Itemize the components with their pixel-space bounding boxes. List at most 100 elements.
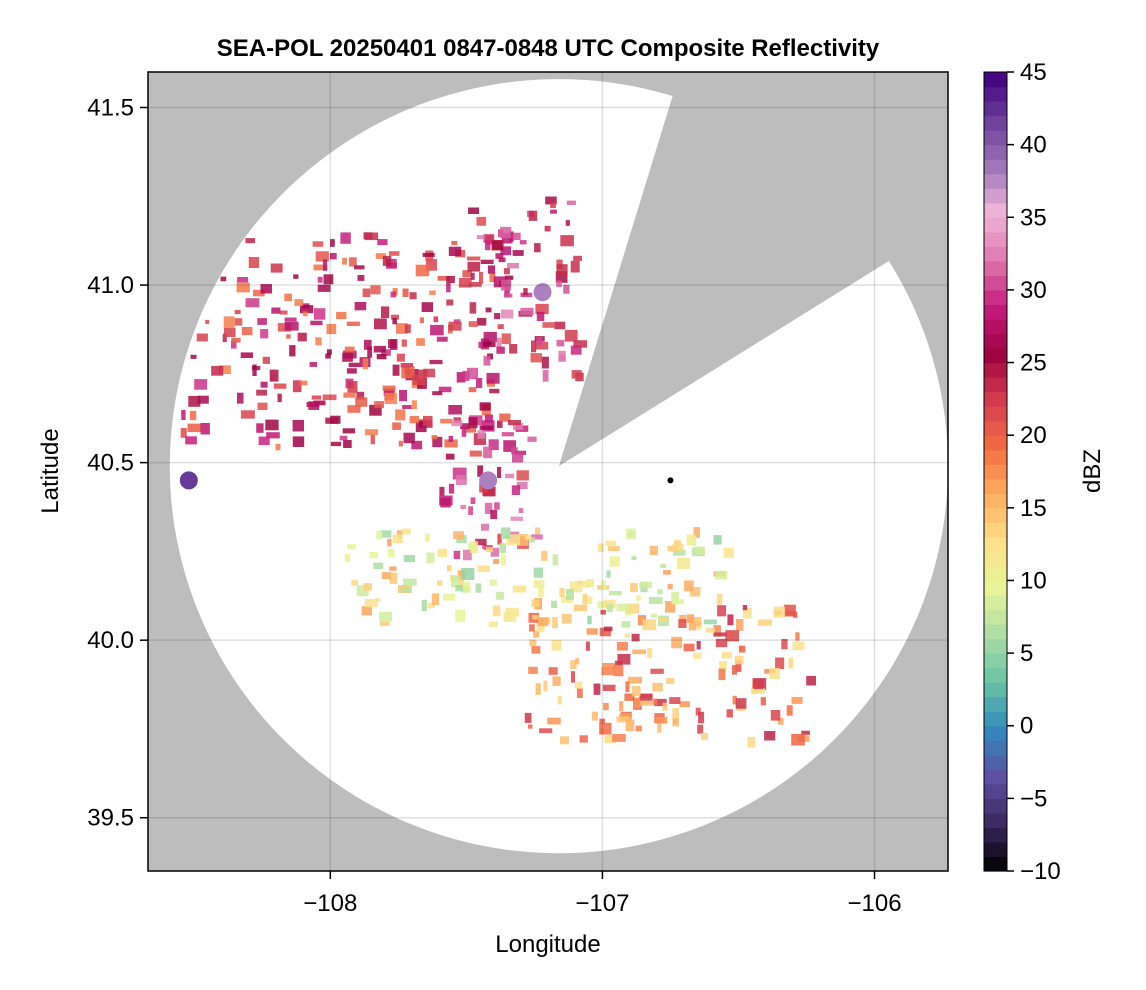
- echo-cell: [392, 318, 397, 325]
- echo-cell: [448, 246, 462, 256]
- echo-cell: [639, 693, 653, 705]
- echo-cell: [462, 581, 471, 593]
- echo-cell: [389, 566, 397, 571]
- echo-cell: [343, 440, 352, 448]
- echo-cell: [513, 423, 524, 430]
- echo-cell: [477, 465, 484, 477]
- echo-cell: [570, 260, 580, 273]
- echo-cell: [205, 319, 210, 324]
- echo-cell: [374, 318, 387, 330]
- echo-cell: [467, 256, 481, 261]
- echo-cell: [377, 239, 388, 246]
- echo-cell: [497, 420, 503, 428]
- echo-cell: [665, 601, 676, 613]
- colorbar-swatch: [984, 609, 1007, 625]
- echo-cell: [535, 303, 549, 315]
- echo-cell: [512, 451, 524, 463]
- colorbar-swatch: [984, 231, 1007, 247]
- echo-cell: [694, 546, 705, 555]
- colorbar-swatch: [984, 725, 1007, 741]
- echo-cell: [438, 386, 452, 393]
- echo-region: [344, 527, 734, 630]
- colorbar-swatch: [984, 522, 1007, 538]
- echo-cell: [479, 271, 484, 284]
- echo-cell: [635, 725, 642, 732]
- echo-cell: [626, 603, 640, 614]
- echo-cell: [732, 665, 738, 675]
- echo-cell: [284, 317, 297, 322]
- colorbar-swatch: [984, 420, 1007, 436]
- echo-cell: [511, 447, 518, 454]
- echo-cell: [326, 349, 332, 355]
- echo-cell: [795, 632, 800, 641]
- echo-cell: [560, 736, 569, 745]
- echo-cell: [376, 354, 387, 360]
- echo-cell: [679, 701, 690, 708]
- echo-cell: [577, 580, 583, 586]
- echo-cell: [541, 550, 548, 561]
- colorbar-swatch: [984, 130, 1007, 146]
- echo-cell: [760, 697, 766, 706]
- echo-cell: [439, 486, 445, 496]
- echo-cell: [507, 263, 519, 269]
- colorbar-swatch: [984, 696, 1007, 712]
- echo-cell: [493, 559, 500, 564]
- echo-cell: [660, 563, 666, 568]
- echo-cell: [355, 397, 368, 407]
- echo-cell: [417, 369, 428, 377]
- echo-cell: [726, 709, 733, 718]
- echo-cell: [467, 367, 479, 380]
- echo-cell: [419, 317, 424, 324]
- echo-cell: [517, 533, 529, 546]
- colorbar-swatch: [984, 493, 1007, 509]
- echo-cell: [569, 581, 583, 593]
- echo-cell: [528, 210, 538, 221]
- echo-cell: [788, 657, 794, 669]
- echo-cell: [403, 578, 417, 586]
- echo-cell: [533, 630, 540, 638]
- echo-cell: [364, 339, 372, 350]
- colorbar-swatch: [984, 682, 1007, 698]
- echo-cell: [777, 717, 784, 725]
- echo-cell: [564, 329, 578, 342]
- echo-cell: [693, 617, 702, 627]
- echo-cell: [343, 392, 356, 398]
- echo-cell: [806, 675, 816, 686]
- echo-cell: [616, 641, 628, 651]
- echo-cell: [411, 440, 423, 450]
- echo-cell: [190, 354, 197, 359]
- echo-cell: [330, 441, 342, 447]
- echo-cell: [537, 617, 549, 627]
- echo-cell: [196, 333, 208, 342]
- echo-cell: [556, 259, 563, 269]
- echo-cell: [535, 683, 541, 695]
- echo-cell: [256, 423, 264, 433]
- echo-cell: [344, 554, 351, 563]
- echo-cell: [747, 736, 756, 748]
- echo-cell: [401, 339, 407, 347]
- echo-cell: [400, 363, 414, 368]
- colorbar-swatch: [984, 188, 1007, 204]
- colorbar-swatch: [984, 246, 1007, 262]
- echo-cell: [376, 530, 383, 540]
- echo-cell: [497, 466, 502, 478]
- echo-peak-cell: [533, 283, 552, 302]
- echo-cell: [534, 243, 541, 253]
- echo-cell: [556, 264, 568, 276]
- colorbar-swatch: [984, 159, 1007, 175]
- echo-cell: [231, 340, 237, 349]
- echo-cell: [429, 290, 436, 296]
- colorbar-swatch: [984, 289, 1007, 306]
- echo-cell: [444, 439, 458, 448]
- echo-region: [524, 604, 816, 748]
- colorbar-swatch: [984, 551, 1007, 567]
- echo-cell: [775, 657, 785, 669]
- echo-cell: [573, 604, 588, 612]
- echo-cell: [639, 581, 653, 589]
- echo-cell: [631, 633, 640, 642]
- echo-cell: [200, 423, 210, 435]
- echo-cell: [433, 316, 439, 323]
- echo-cell: [781, 639, 788, 650]
- echo-cell: [723, 547, 734, 558]
- echo-cell: [415, 264, 430, 277]
